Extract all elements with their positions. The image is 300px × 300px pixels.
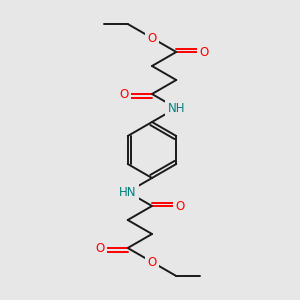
Text: O: O [95,242,105,254]
Text: O: O [175,200,184,212]
Text: O: O [120,88,129,100]
Text: NH: NH [167,101,185,115]
Text: O: O [147,32,157,44]
Text: O: O [147,256,157,268]
Text: O: O [200,46,209,59]
Text: HN: HN [119,185,136,199]
